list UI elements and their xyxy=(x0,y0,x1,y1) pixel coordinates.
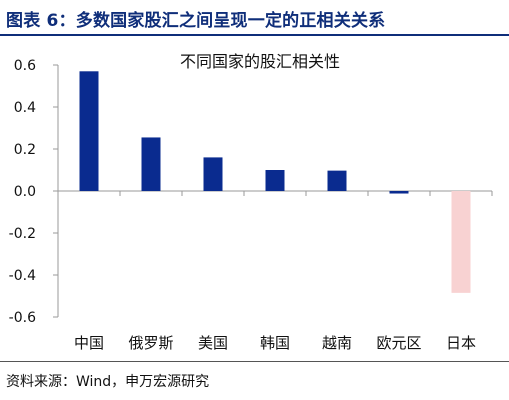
y-axis: 0.6 0.4 0.2 0.0 -0.2 -0.4 -0.6 xyxy=(9,58,59,326)
x-tick-label: 日本 xyxy=(446,334,476,352)
x-tick-labels: 中国 俄罗斯 美国 韩国 越南 欧元区 日本 xyxy=(74,334,476,352)
x-tick-label: 俄罗斯 xyxy=(128,334,173,352)
bars xyxy=(79,71,471,293)
x-tick-label: 中国 xyxy=(74,334,104,352)
bar-3 xyxy=(265,170,285,191)
footer-divider xyxy=(0,361,509,362)
bar-4 xyxy=(327,170,347,191)
chart-area: 不同国家的股汇相关性 0.6 0.4 0.2 0.0 -0.2 -0.4 -0.6 中国 俄罗… xyxy=(0,36,509,356)
x-tick-label: 美国 xyxy=(198,334,228,352)
y-tick-label: -0.2 xyxy=(9,226,36,242)
chart-title: 不同国家的股汇相关性 xyxy=(180,52,340,71)
source-note: 资料来源：Wind，申万宏源研究 xyxy=(6,374,210,390)
y-tick-label: 0.0 xyxy=(14,184,36,200)
bar-5 xyxy=(389,191,409,194)
x-tick-label: 越南 xyxy=(322,334,352,352)
figure-title: 图表 6：多数国家股汇之间呈现一定的正相关关系 xyxy=(6,11,386,31)
bar-2 xyxy=(203,157,223,191)
x-tick-label: 韩国 xyxy=(260,334,290,352)
bar-6 xyxy=(451,191,471,293)
y-tick-label: 0.4 xyxy=(14,100,36,116)
figure-header: 图表 6：多数国家股汇之间呈现一定的正相关关系 xyxy=(0,0,509,36)
x-tick-label: 欧元区 xyxy=(376,334,421,352)
y-tick-label: 0.2 xyxy=(14,142,36,158)
bar-1 xyxy=(141,137,161,191)
bar-0 xyxy=(79,71,99,191)
x-axis xyxy=(57,190,493,196)
y-tick-label: -0.6 xyxy=(9,310,36,326)
header-divider xyxy=(0,34,509,36)
bar-chart: 不同国家的股汇相关性 0.6 0.4 0.2 0.0 -0.2 -0.4 -0.6 中国 俄罗… xyxy=(9,52,493,352)
y-tick-label: -0.4 xyxy=(9,268,36,284)
y-tick-label: 0.6 xyxy=(14,58,36,74)
